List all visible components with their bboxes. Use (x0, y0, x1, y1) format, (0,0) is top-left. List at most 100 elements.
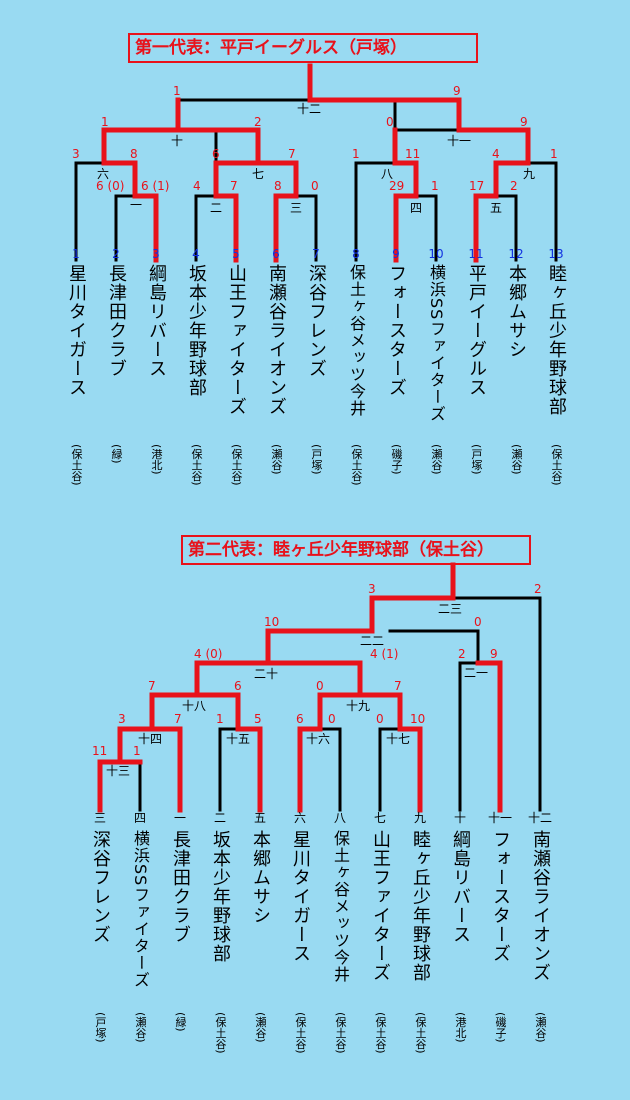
team-name: 睦ヶ丘少年野球部 (546, 264, 567, 416)
score-label: 17 (469, 179, 485, 193)
score-label: 6 (296, 712, 304, 726)
team-area: (保土谷) (414, 1012, 427, 1054)
round-label: 四 (410, 201, 423, 215)
score-label: 1 (101, 115, 109, 129)
entry-number: 十二 (528, 811, 553, 825)
entry-number: 11 (468, 247, 484, 261)
score-label: 7 (174, 712, 182, 726)
round-label: 二一 (464, 666, 489, 680)
entry-number: 7 (312, 247, 320, 261)
round-label: 二三 (438, 602, 463, 616)
team-area: (保土谷) (334, 1012, 347, 1054)
entry-number: 2 (112, 247, 120, 261)
round-label: 二二 (360, 634, 385, 648)
entry-number: 4 (192, 247, 200, 261)
score-label: 0 (328, 712, 336, 726)
entry-number: 八 (333, 811, 346, 825)
team-name: 綱島リバース (146, 264, 167, 378)
team-area: (戸塚) (310, 444, 323, 475)
score-label: 4 (492, 147, 500, 161)
team-area: (緑) (110, 444, 123, 464)
entry-number: 8 (352, 247, 360, 261)
team-name: 坂本少年野球部 (210, 830, 231, 963)
round-label: 八 (381, 167, 394, 181)
team-name: 綱島リバース (450, 830, 471, 944)
team-name: 保土ヶ谷メッツ今井 (347, 264, 366, 417)
round-label: 十二 (297, 102, 322, 116)
score-label: 9 (490, 647, 498, 661)
score-label: 4 (0) (194, 647, 223, 661)
team-area: (瀬谷) (134, 1012, 147, 1043)
entry-number: 6 (272, 247, 280, 261)
score-label: 2 (254, 115, 262, 129)
team-name: 南瀬谷ライオンズ (266, 264, 287, 416)
round-label: 十三 (106, 764, 131, 778)
section2-title: 第二代表：睦ヶ丘少年野球部（保土谷） (181, 535, 531, 565)
round-label: 十七 (386, 732, 411, 746)
team-area: (保土谷) (550, 444, 563, 486)
round-label: 十一 (447, 134, 472, 148)
round-label: 二 (210, 201, 223, 215)
team-name: 横浜SSファイターズ (427, 264, 446, 423)
team-name: 保土ヶ谷メッツ今井 (331, 830, 350, 983)
team-name: 睦ヶ丘少年野球部 (410, 830, 431, 982)
entry-number: 一 (173, 811, 186, 825)
round-label: 十六 (306, 732, 331, 746)
team-name: 星川タイガース (66, 264, 87, 397)
score-label: 4 (193, 179, 201, 193)
team-area: (保土谷) (294, 1012, 307, 1054)
score-label: 1 (133, 744, 141, 758)
score-label: 8 (130, 147, 138, 161)
entry-number: 5 (232, 247, 240, 261)
score-label: 3 (72, 147, 80, 161)
team-name: 坂本少年野球部 (186, 264, 207, 397)
score-label: 7 (230, 179, 238, 193)
team-name: 本郷ムサシ (506, 264, 527, 359)
team-area: (緑) (174, 1012, 187, 1032)
team-area: (保土谷) (350, 444, 363, 486)
entry-number: 1 (72, 247, 80, 261)
round-label: 一 (130, 198, 143, 212)
entry-number: 十 (453, 811, 466, 825)
section1-title: 第一代表：平戸イーグルス（戸塚） (128, 33, 478, 63)
entry-number: 五 (253, 811, 266, 825)
team-name: 山王ファイターズ (226, 264, 247, 416)
score-label: 29 (389, 179, 405, 193)
team-name: 深谷フレンズ (90, 830, 111, 944)
score-label: 6 (234, 679, 242, 693)
round-label: 十八 (182, 699, 207, 713)
team-area: (港北) (150, 444, 163, 475)
entry-number: 9 (392, 247, 400, 261)
entry-number: 六 (293, 811, 306, 825)
team-area: (瀬谷) (254, 1012, 267, 1043)
round-label: 十五 (226, 732, 251, 746)
entry-number: 九 (413, 811, 426, 825)
score-label: 8 (274, 179, 282, 193)
score-label: 0 (386, 115, 394, 129)
score-label: 11 (92, 744, 108, 758)
team-name: 南瀬谷ライオンズ (530, 830, 551, 982)
round-label: 七 (252, 167, 265, 181)
entry-number: 三 (93, 811, 106, 825)
score-label: 1 (173, 84, 181, 98)
team-name: 横浜SSファイターズ (131, 830, 150, 989)
score-label: 7 (288, 147, 296, 161)
team-name: 長津田クラブ (170, 830, 191, 944)
team-area: (瀬谷) (510, 444, 523, 475)
team-area: (瀬谷) (534, 1012, 547, 1043)
team-area: (保土谷) (374, 1012, 387, 1054)
entry-number: 四 (133, 811, 146, 825)
score-label: 9 (453, 84, 461, 98)
team-area: (磯子) (390, 444, 403, 475)
team-area: (戸塚) (94, 1012, 107, 1043)
score-label: 0 (311, 179, 319, 193)
score-label: 9 (520, 115, 528, 129)
team-name: 長津田クラブ (106, 264, 127, 378)
score-label: 1 (216, 712, 224, 726)
entry-number: 七 (373, 811, 386, 825)
score-label: 6 (212, 147, 220, 161)
round-label: 十九 (346, 699, 371, 713)
round-label: 二十 (254, 667, 279, 681)
score-label: 2 (510, 179, 518, 193)
